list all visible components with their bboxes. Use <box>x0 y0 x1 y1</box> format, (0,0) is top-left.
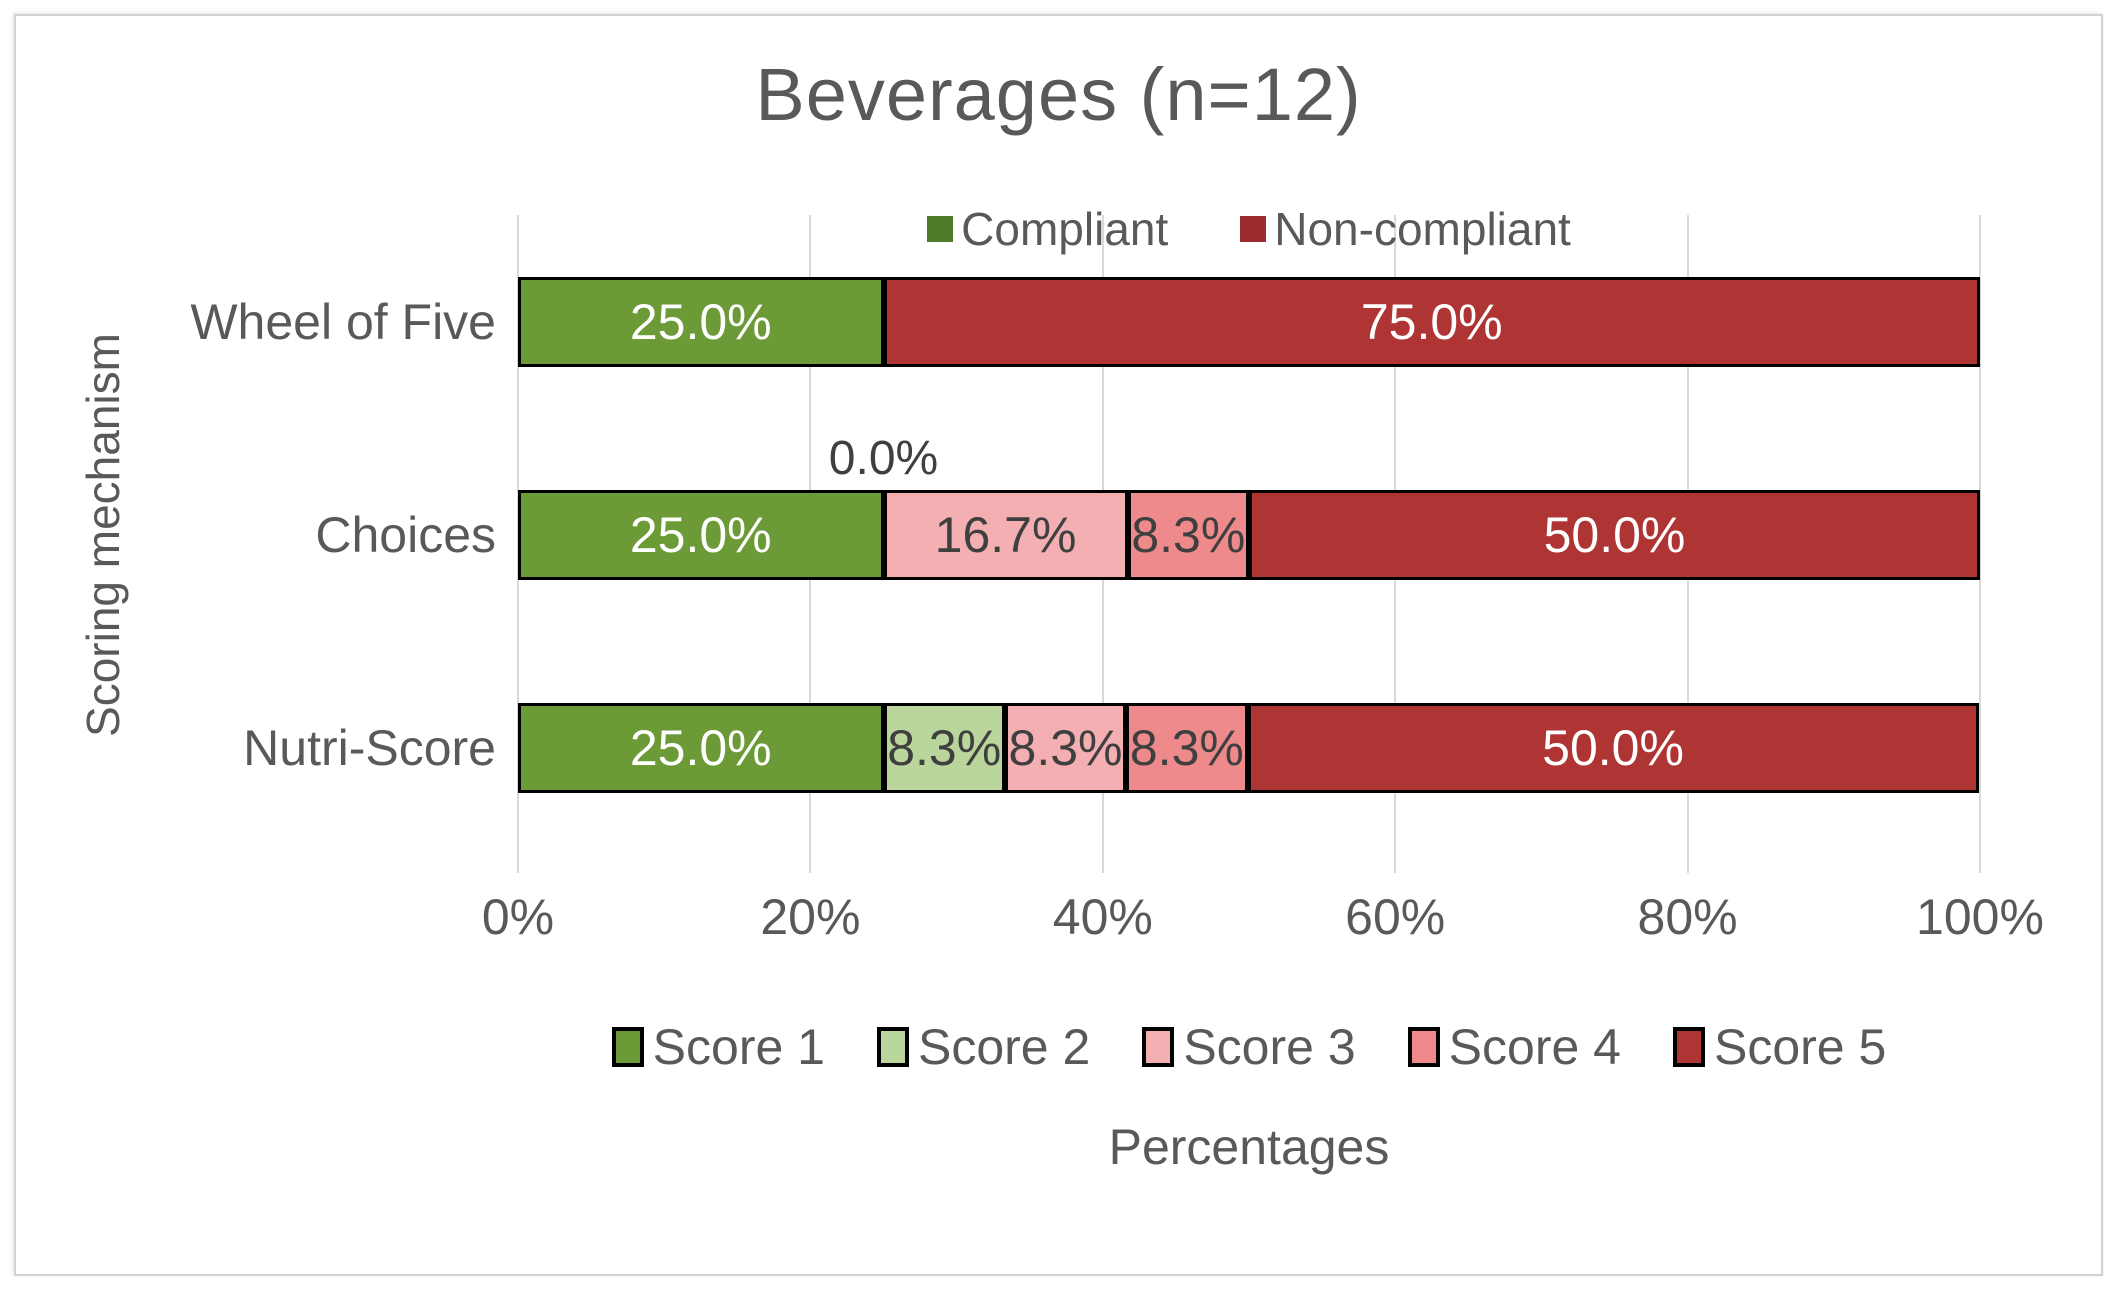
stacked-bar: 25.0% 8.3% 8.3% 8.3% 50.0% <box>518 703 1980 794</box>
segment-value-label: 75.0% <box>1360 293 1503 350</box>
legend-label: Score 3 <box>1183 1019 1356 1075</box>
legend-bottom: Score 1 Score 2 Score 3 Score 4 Score 5 <box>448 1018 2050 1076</box>
bar-segment-score-4: 8.3% <box>1126 703 1248 794</box>
segment-value-label: 8.3% <box>1131 506 1246 563</box>
bar-segment-score-5: 50.0% <box>1247 703 1979 794</box>
x-tick-label: 80% <box>1637 889 1738 945</box>
category-label: Nutri-Score <box>243 720 496 777</box>
legend-swatch <box>1407 1027 1440 1067</box>
y-axis-title: Scoring mechanism <box>77 333 129 737</box>
legend-item: Compliant <box>927 202 1168 256</box>
legend-swatch <box>1672 1027 1705 1067</box>
category-label: Choices <box>315 506 496 563</box>
bar-segment-score-1: 25.0% <box>518 276 884 367</box>
legend-swatch <box>927 216 954 242</box>
x-axis-title: Percentages <box>1108 1119 1390 1175</box>
zero-value-label: 0.0% <box>828 431 939 485</box>
x-tick-label: 100% <box>1916 889 2044 945</box>
legend-swatch <box>1240 216 1267 242</box>
legend-item: Score 2 <box>877 1018 1090 1076</box>
stacked-bar: 25.0% 0.0% 16.7% 8.3% 50.0% <box>518 432 1980 580</box>
bar-segment-score-5: 50.0% <box>1248 489 1980 580</box>
x-tick-label: 60% <box>1345 889 1446 945</box>
bar-segment-score-5: 75.0% <box>883 276 1980 367</box>
legend-label: Score 1 <box>652 1019 825 1075</box>
bar-row: Choices 25.0% 0.0% 16.7% 8.3% 50.0% <box>315 428 1980 641</box>
legend-swatch <box>1142 1027 1175 1067</box>
legend-item: Score 5 <box>1672 1018 1887 1076</box>
segment-value-label: 50.0% <box>1543 506 1686 563</box>
legend-swatch <box>877 1027 909 1067</box>
bar-row: Wheel of Five 25.0% 75.0% <box>190 215 1980 428</box>
segment-value-label: 25.0% <box>629 293 772 350</box>
bar-segment-score-3: 8.3% <box>1004 703 1127 794</box>
bar-segment-score-1: 25.0% <box>518 489 884 580</box>
x-axis-ticks: 0% 20% 40% 60% 80% 100% <box>482 888 2044 948</box>
bar-segment-score-2: 8.3% <box>883 703 1005 794</box>
legend-label: Score 4 <box>1448 1019 1621 1075</box>
segment-value-label: 8.3% <box>887 720 1002 777</box>
segment-value-label: 50.0% <box>1542 720 1684 777</box>
bar-segment-score-1: 25.0% <box>518 703 884 794</box>
legend-top: Compliant Non-compliant <box>518 202 1980 256</box>
segment-value-label: 25.0% <box>629 720 772 777</box>
legend-item: Non-compliant <box>1240 202 1571 256</box>
bar-rows: Wheel of Five 25.0% 75.0% Choices 25.0% 0.0% 1… <box>190 215 1980 855</box>
legend-swatch <box>611 1027 644 1067</box>
segment-value-label: 25.0% <box>629 506 772 563</box>
legend-label: Score 2 <box>918 1019 1091 1075</box>
gridline <box>1979 215 1981 873</box>
bar-row: Nutri-Score 25.0% 8.3% 8.3% 8.3% 50.0% <box>243 642 1980 855</box>
x-tick-label: 40% <box>1052 889 1153 945</box>
bar-segment-score-4: 8.3% <box>1127 489 1249 580</box>
x-tick-label: 0% <box>481 889 555 945</box>
x-tick-label: 20% <box>760 889 861 945</box>
legend-item: Score 4 <box>1407 1018 1621 1076</box>
segment-value-label: 16.7% <box>934 506 1077 563</box>
chart-frame <box>14 14 2103 1276</box>
legend-item: Score 1 <box>611 1018 825 1076</box>
plot-area: Wheel of Five 25.0% 75.0% Choices 25.0% 0.0% 1… <box>190 215 1981 873</box>
legend-item: Score 3 <box>1142 1018 1356 1076</box>
stacked-bar: 25.0% 75.0% <box>518 276 1980 367</box>
legend-label: Score 5 <box>1713 1019 1887 1075</box>
category-label: Wheel of Five <box>190 293 496 350</box>
legend-label: Non-compliant <box>1274 203 1571 255</box>
segment-value-label: 8.3% <box>1129 720 1244 777</box>
legend-label: Compliant <box>961 203 1169 255</box>
bar-segment-score-3: 16.7% <box>883 489 1128 580</box>
chart-title: Beverages (n=12) <box>755 53 1362 136</box>
segment-value-label: 8.3% <box>1008 720 1123 777</box>
